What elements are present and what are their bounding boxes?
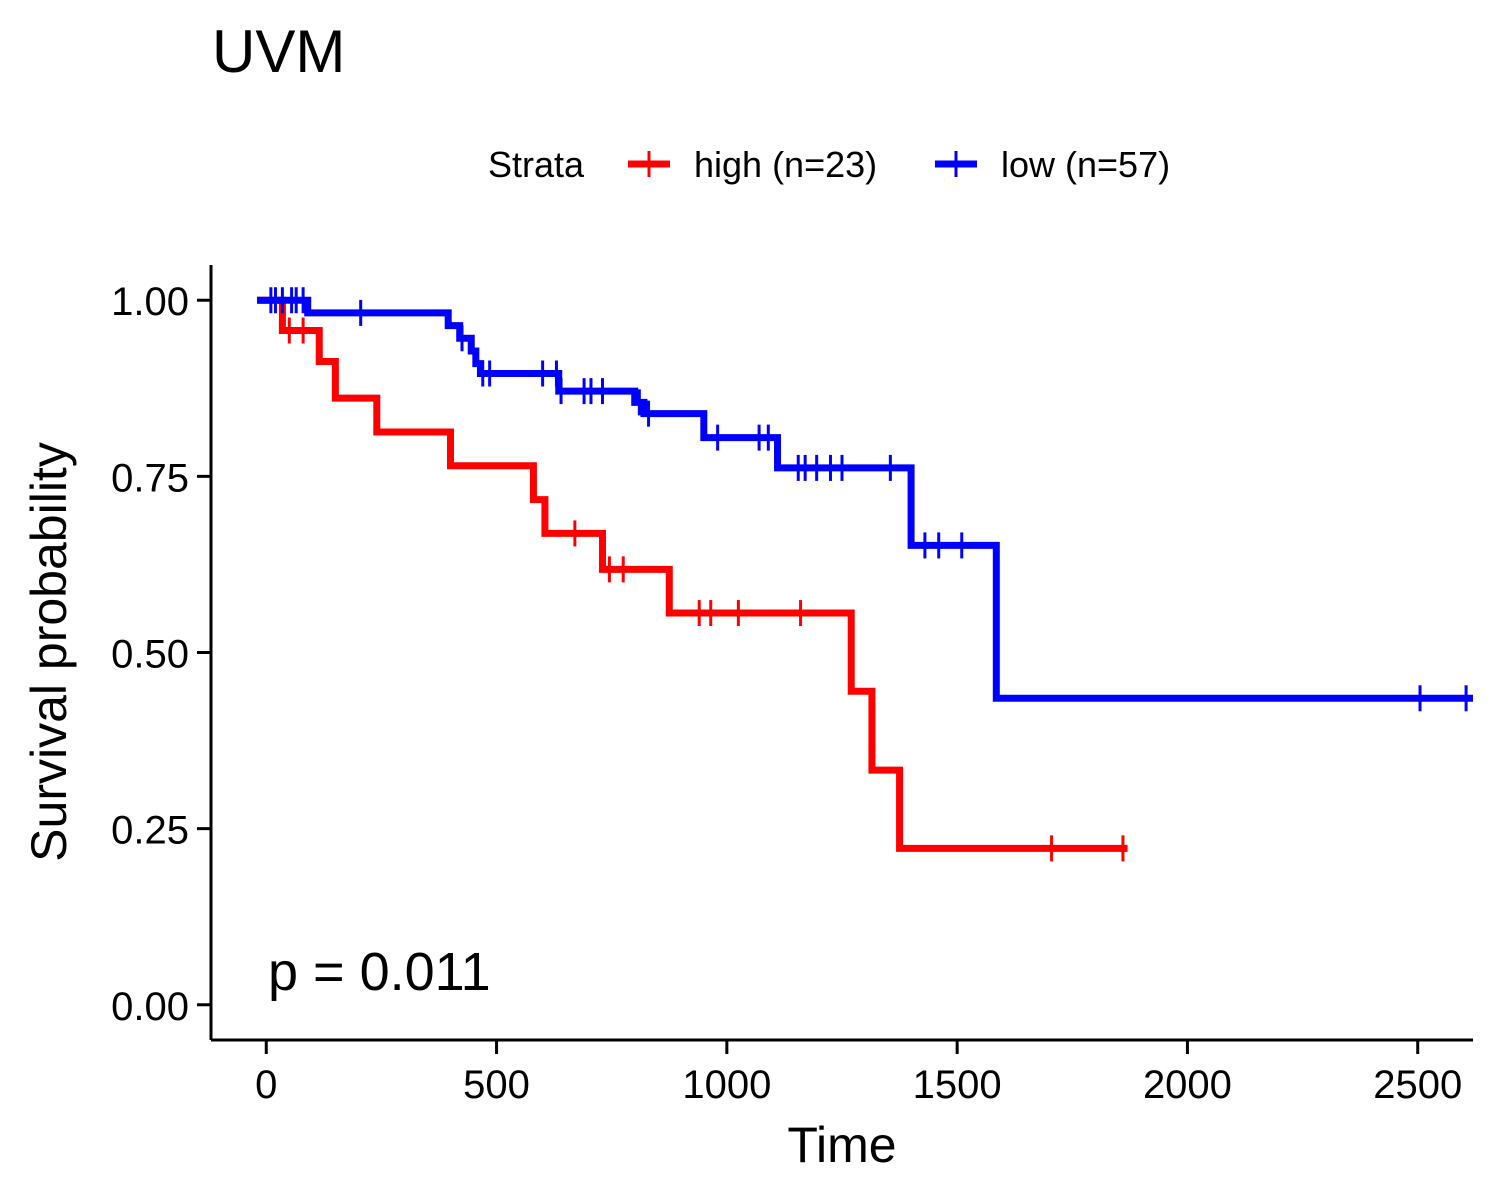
axes: 0 500 1000 1500 2000 2500 0.00 0.25 0.50 0.75 1.00	[111, 265, 1473, 1107]
legend-item: low (n=57)	[935, 144, 1170, 185]
x-axis-title: Time	[787, 1117, 896, 1173]
legend-label: high (n=23)	[694, 144, 877, 185]
x-tick-label: 2500	[1373, 1063, 1462, 1107]
chart-title: UVM	[212, 18, 345, 85]
p-value-annotation: p = 0.011	[268, 942, 491, 1002]
y-tick-label: 0.50	[111, 633, 189, 677]
x-tick-label: 1000	[682, 1063, 771, 1107]
x-tick-label: 2000	[1143, 1063, 1232, 1107]
series-line-high	[257, 296, 1128, 852]
series-line-low	[257, 296, 1473, 702]
x-tick-label: 0	[255, 1063, 277, 1107]
x-tick-label: 500	[463, 1063, 530, 1107]
y-tick-label: 0.25	[111, 809, 189, 853]
legend-label: low (n=57)	[1001, 144, 1170, 185]
y-tick-label: 1.00	[111, 280, 189, 324]
y-tick-label: 0.00	[111, 985, 189, 1029]
legend-title: Strata	[488, 144, 585, 185]
curves	[257, 287, 1473, 862]
y-tick-label: 0.75	[111, 456, 189, 500]
x-tick-label: 1500	[913, 1063, 1002, 1107]
y-axis-title: Survival probability	[21, 442, 77, 862]
legend: Strata high (n=23) low (n=57)	[488, 144, 1170, 185]
legend-item: high (n=23)	[628, 144, 877, 185]
